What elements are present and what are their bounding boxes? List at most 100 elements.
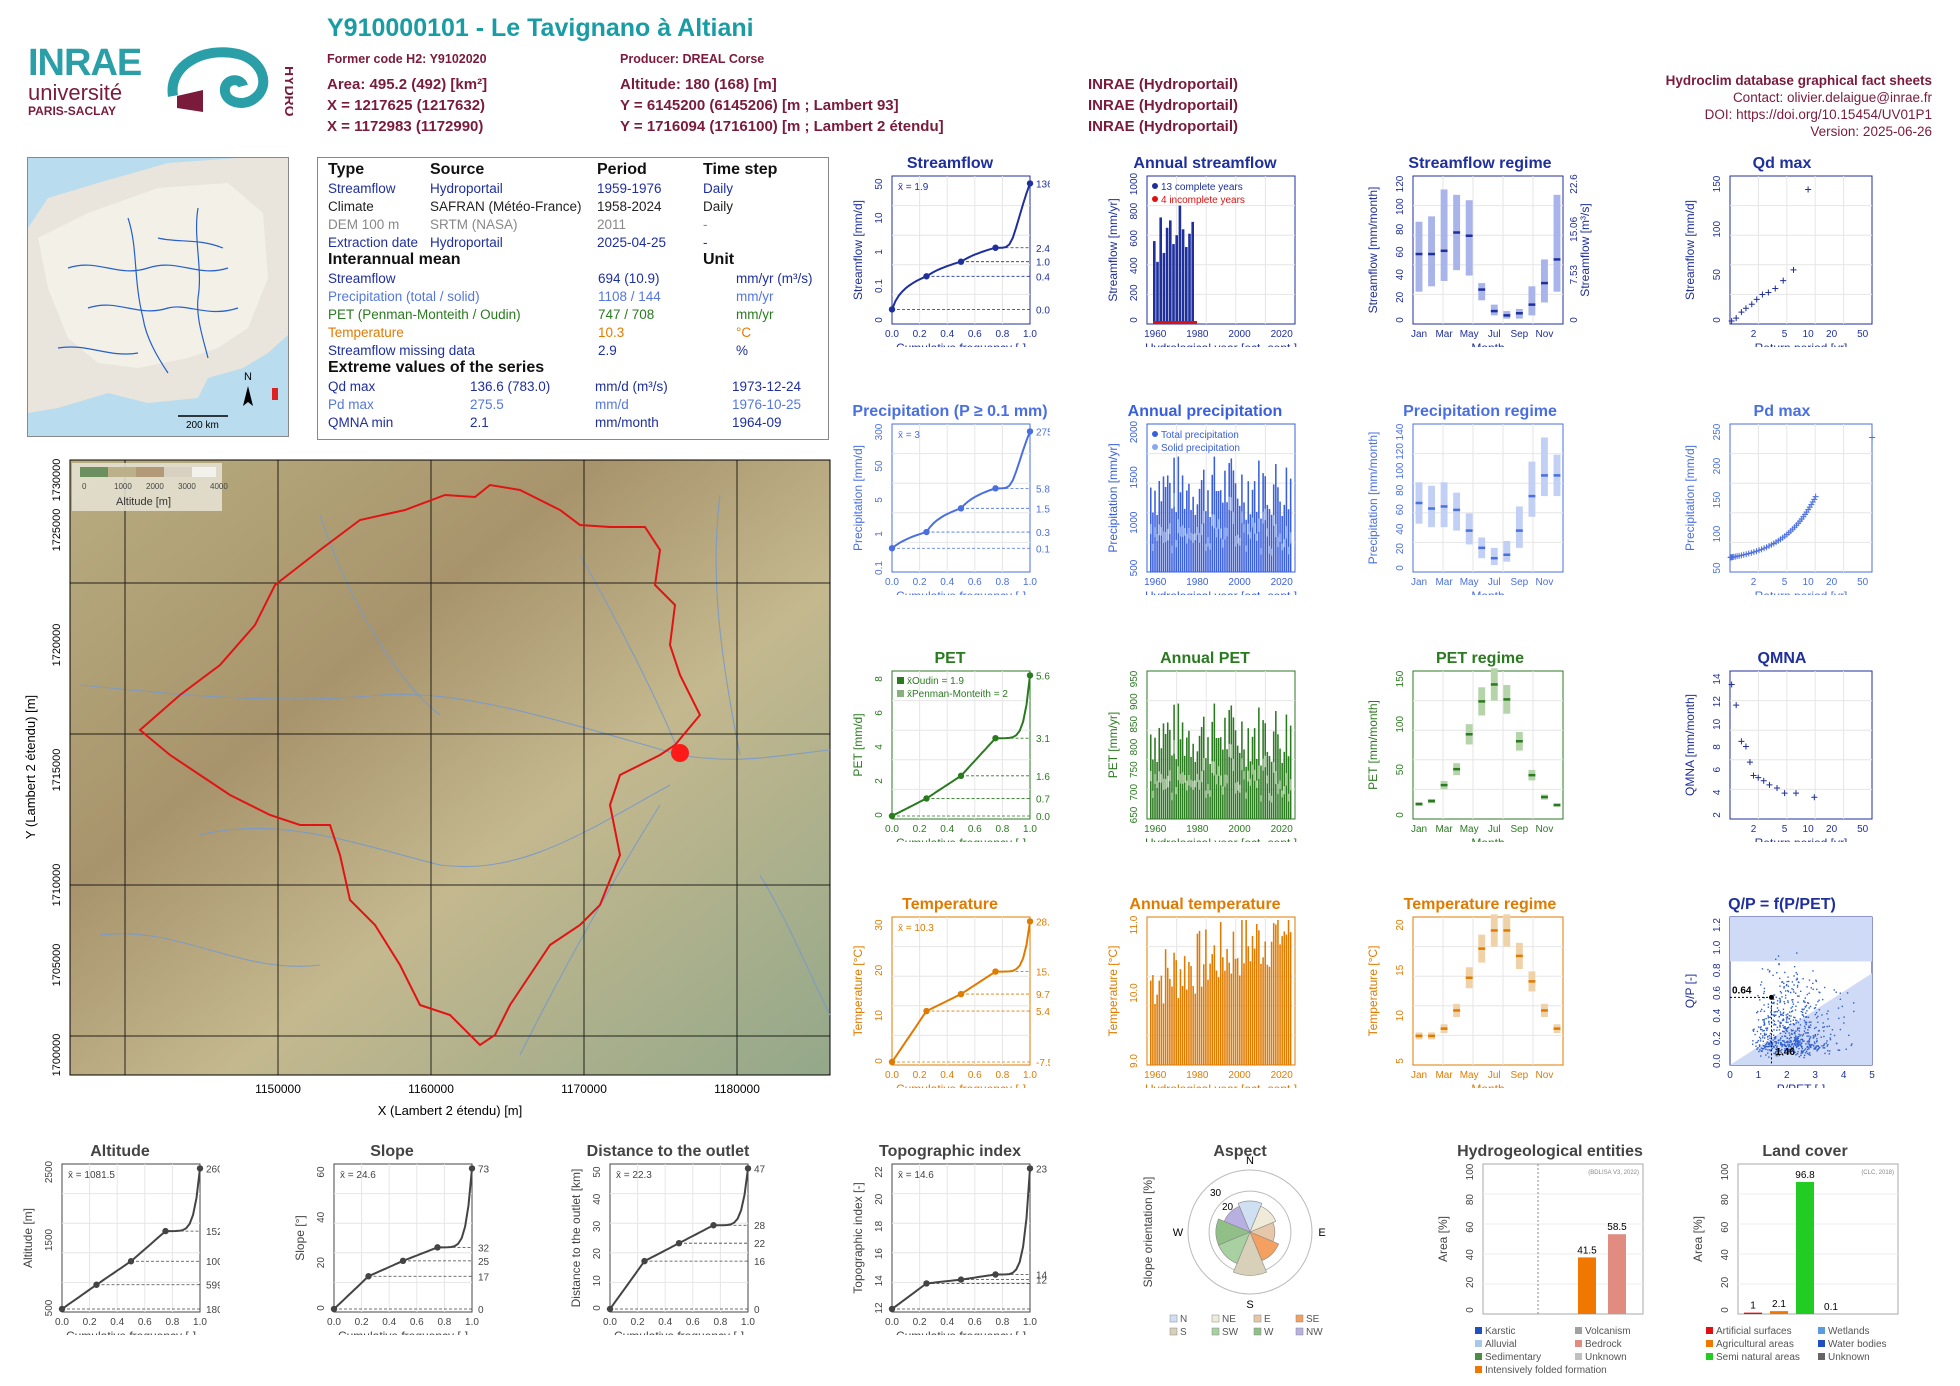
y-tick: 18 (874, 1220, 885, 1232)
x-axis-label: Cumulative frequency [-] (896, 589, 1026, 595)
bar (1165, 227, 1169, 324)
bar (1186, 490, 1188, 572)
y-tick: 500 (1129, 559, 1140, 576)
x-tick: 1960 (1144, 824, 1167, 835)
x-axis-label: Cumulative frequency [-] (66, 1329, 196, 1335)
bar (1285, 714, 1288, 819)
mean-row: Precipitation (total / solid) 1108 / 144 m… (328, 288, 774, 304)
y-axis-label: Area [%] (1436, 1216, 1450, 1262)
bar (1194, 993, 1197, 1065)
y-axis-label: PET [mm/month] (1366, 700, 1380, 790)
svg-text:X (Lambert 2 étendu) [m]: X (Lambert 2 étendu) [m] (378, 1103, 523, 1118)
quantile-point (957, 505, 965, 512)
quantile-point (196, 1165, 204, 1172)
info-header-row: Type Source Period Time step (328, 161, 778, 178)
bar (1158, 980, 1161, 1065)
y-tick: 30 (592, 1220, 603, 1232)
x-tick: 2 (1751, 577, 1757, 588)
y-tick: 80 (1395, 484, 1406, 496)
hydrogeo-title: Hydrogeological entities (1457, 1143, 1643, 1160)
quantile-point (127, 1258, 135, 1265)
y-tick: 12 (874, 1302, 885, 1314)
x-tick: 50 (1857, 329, 1869, 340)
y-axis-label: Precipitation [mm/d] (1683, 445, 1697, 551)
legend-tick: 3000 (178, 482, 196, 491)
quantile-label: 599 (206, 1281, 220, 1292)
x-tick: 3 (1812, 1070, 1818, 1081)
bar (1251, 935, 1254, 1065)
bar (1226, 749, 1228, 819)
mean-row: PET (Penman-Monteith / Oudin) 747 / 708 mm… (328, 306, 774, 322)
y-axis-label: Precipitation [mm/yr] (1106, 443, 1120, 552)
bar (1241, 721, 1243, 819)
svg-text:N: N (244, 371, 252, 383)
annual_precipitation-title: Annual precipitation (1128, 403, 1283, 420)
bar (1215, 970, 1218, 1065)
bar (1281, 936, 1283, 1065)
y-tick: 1000 (1129, 172, 1140, 195)
bar (1156, 261, 1159, 324)
quantile-point (365, 1273, 372, 1280)
category-bar (1796, 1182, 1814, 1314)
producer: Producer: DREAL Corse (620, 52, 765, 66)
quantile-point (399, 1257, 407, 1265)
bar (1268, 508, 1271, 572)
x-tick: 0.6 (968, 329, 982, 340)
y-tick: 30 (874, 919, 885, 931)
x-tick: 1.0 (1023, 577, 1037, 588)
quantile-label: 17 (478, 1272, 490, 1283)
quantile-point (888, 545, 896, 552)
month-box (1453, 492, 1461, 531)
y-tick: 2 (874, 778, 885, 784)
rp-point (1753, 548, 1760, 555)
y-tick: 40 (1720, 1249, 1731, 1261)
bar (1241, 474, 1243, 572)
right-tick: 0 (1569, 317, 1580, 323)
y-tick: 40 (1465, 1249, 1476, 1261)
y-tick: 40 (1395, 523, 1406, 535)
month-box (1465, 200, 1473, 276)
bar (1160, 748, 1163, 819)
quantile-label: 2609 (206, 1164, 220, 1175)
bar (1188, 961, 1190, 1065)
y-tick: 0 (1395, 317, 1406, 323)
streamflow-chart: Streamflow 136.6 2.4 1.0 0.4 0.0 x̄ = 1.9 0 0.1 1… (851, 155, 1050, 347)
aspect-sector (1223, 1205, 1251, 1233)
x-tick: 0.6 (968, 1070, 982, 1081)
bar (1213, 945, 1216, 1065)
mean-label: x̄ = 22.3 (616, 1170, 652, 1181)
bar (1249, 961, 1252, 1065)
ring-label: 20 (1222, 1202, 1234, 1213)
y-tick: 8 (874, 676, 885, 682)
bar (1264, 941, 1266, 1065)
month-box (1515, 506, 1523, 548)
qp-x-label: 1.46 (1775, 1047, 1795, 1058)
legend-entry: 4 incomplete years (1161, 195, 1245, 206)
aspect-legend-entry: SW (1222, 1327, 1239, 1338)
x-tick: 2 (1784, 1070, 1790, 1081)
x-tick: 1.0 (465, 1317, 479, 1328)
quantile-label: 0.0 (1036, 812, 1050, 823)
bar (1190, 509, 1192, 572)
y-tick: 100 (1465, 1163, 1476, 1180)
y-tick: 0.8 (1712, 963, 1723, 977)
aspect-sector (1237, 1200, 1263, 1233)
y-axis-label: Altitude [m] (21, 1208, 35, 1268)
quantile-point (468, 1165, 476, 1172)
bar (1275, 711, 1277, 819)
x-lambert93: X = 1217625 (1217632) (327, 97, 486, 114)
y-tick: 20 (1395, 919, 1406, 931)
rp-point (1728, 318, 1735, 325)
y-axis-label: PET [mm/d] (851, 713, 865, 776)
aspect-title: Aspect (1213, 1143, 1267, 1160)
x-axis-label: Return period [yr] (1755, 589, 1848, 595)
y-tick: 14 (1712, 673, 1723, 685)
quantile-label: 0.1 (1036, 544, 1050, 555)
x-axis-label: Return period [yr] (1755, 341, 1848, 347)
bar (1162, 476, 1165, 572)
svg-text:Y (Lambert 2 étendu) [m]: Y (Lambert 2 étendu) [m] (23, 695, 38, 839)
compass-label: S (1246, 1299, 1253, 1311)
bar (1150, 980, 1152, 1065)
rp-point (1738, 738, 1745, 745)
y-tick: 11.0 (1129, 915, 1140, 934)
